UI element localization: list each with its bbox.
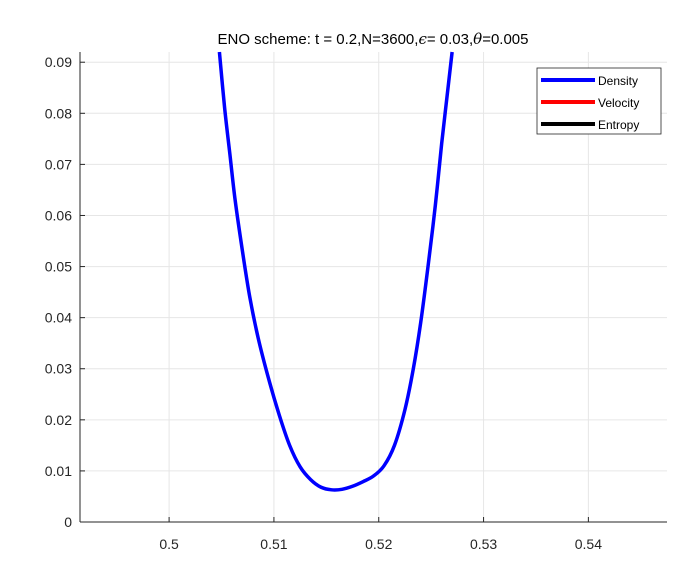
legend-label-entropy: Entropy bbox=[598, 118, 639, 132]
x-tick-label: 0.53 bbox=[470, 536, 497, 552]
x-tick-label: 0.52 bbox=[365, 536, 392, 552]
y-tick-label: 0.05 bbox=[45, 259, 72, 275]
x-tick-label: 0.5 bbox=[159, 536, 179, 552]
y-tick-label: 0.04 bbox=[45, 310, 72, 326]
title-theta-value: =0.005 bbox=[482, 31, 528, 48]
legend-label-density: Density bbox=[598, 74, 638, 88]
y-tick-label: 0.01 bbox=[45, 463, 72, 479]
series-layer bbox=[217, 51, 454, 492]
legend: Density Velocity Entropy bbox=[536, 67, 662, 135]
x-tick-label: 0.51 bbox=[260, 536, 287, 552]
y-tick-label: 0.06 bbox=[45, 207, 72, 223]
title-prefix: ENO scheme: t = 0.2,N=3600, bbox=[218, 31, 419, 48]
y-tick-label: 0.03 bbox=[45, 361, 72, 377]
x-tick-label: 0.54 bbox=[575, 536, 602, 552]
legend-label-velocity: Velocity bbox=[598, 96, 639, 110]
y-tick-label: 0.09 bbox=[45, 54, 72, 70]
title-theta-symbol: θ bbox=[473, 30, 482, 48]
title-eps-symbol: ϵ bbox=[418, 30, 427, 48]
y-tick-label: 0.07 bbox=[45, 156, 72, 172]
y-tick-label: 0.02 bbox=[45, 412, 72, 428]
chart-title: ENO scheme: t = 0.2,N=3600,ϵ= 0.03,θ=0.0… bbox=[218, 30, 529, 48]
series-line-density bbox=[217, 51, 454, 492]
axes bbox=[79, 52, 667, 523]
x-ticks: 0.5 0.51 0.52 0.53 0.54 bbox=[159, 517, 602, 552]
y-tick-label: 0 bbox=[64, 514, 72, 530]
title-eps-value: = 0.03, bbox=[427, 31, 473, 48]
y-ticks: 0 0.01 0.02 0.03 0.04 0.05 0.06 0.07 0.08 0.09 bbox=[45, 54, 85, 530]
y-tick-label: 0.08 bbox=[45, 105, 72, 121]
